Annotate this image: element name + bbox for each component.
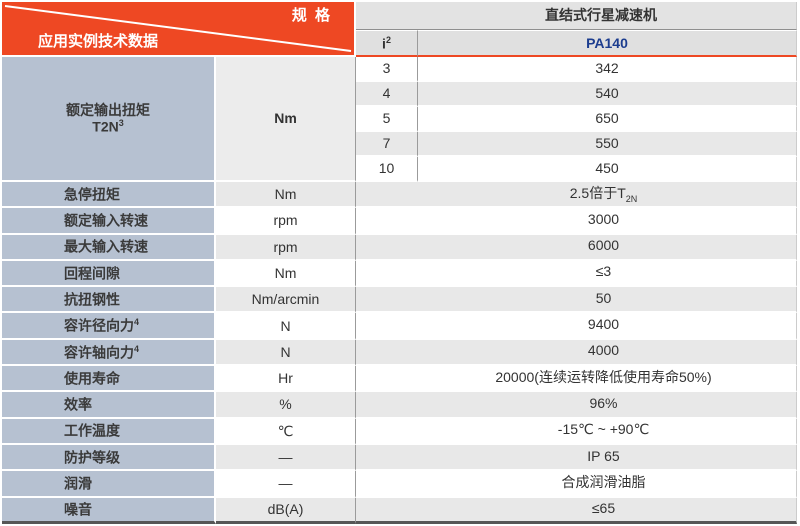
spec-unit-cell: — <box>216 471 356 498</box>
spec-label-cell: 回程间隙 <box>2 260 216 288</box>
ratio-cell: 7 <box>356 132 418 157</box>
spec-unit-cell: % <box>216 392 356 419</box>
corner-spec-label: 规 格 <box>291 7 332 24</box>
spec-value-cell: ≤65 <box>356 497 797 524</box>
spec-label-cell: 润滑 <box>2 471 216 498</box>
spec-unit-cell: Hr <box>216 366 356 393</box>
spec-value-cell: 50 <box>356 287 797 314</box>
spec-label-cell: 效率 <box>2 392 216 419</box>
model-header: PA140 <box>418 30 797 57</box>
torque-value-cell: 450 <box>418 157 797 182</box>
torque-unit-cell: Nm <box>216 57 356 182</box>
spec-value-cell: ≤3 <box>356 260 797 288</box>
torque-value-cell: 550 <box>418 132 797 157</box>
spec-label-cell: 噪音 <box>2 497 216 524</box>
spec-value-cell: IP 65 <box>356 444 797 472</box>
diagonal-divider <box>4 5 352 52</box>
spec-value-cell: 3000 <box>356 208 797 235</box>
spec-label-cell: 最大输入转速 <box>2 234 216 261</box>
ratio-column-header: i2 <box>356 30 418 57</box>
spec-value-cell: 96% <box>356 392 797 419</box>
torque-label-cell: 额定输出扭矩 T2N3 <box>2 57 216 182</box>
spec-unit-cell: dB(A) <box>216 497 356 524</box>
spec-unit-cell: rpm <box>216 234 356 261</box>
corner-cell: 规 格 应用实例技术数据 <box>2 2 356 57</box>
spec-value-cell: 2.5倍于T2N <box>356 182 797 209</box>
spec-value-cell: 合成润滑油脂 <box>356 471 797 498</box>
spec-label-cell: 防护等级 <box>2 444 216 472</box>
spec-value-cell: 4000 <box>356 339 797 367</box>
spec-unit-cell: — <box>216 444 356 472</box>
spec-label-cell: 抗扭钢性 <box>2 287 216 314</box>
spec-unit-cell: rpm <box>216 208 356 235</box>
corner-title: 应用实例技术数据 <box>38 32 159 50</box>
torque-value-cell: 342 <box>418 57 797 82</box>
spec-unit-cell: N <box>216 313 356 340</box>
spec-label-cell: 工作温度 <box>2 418 216 445</box>
spec-label-cell: 急停扭矩 <box>2 182 216 209</box>
spec-label-cell: 容许轴向力4 <box>2 339 216 367</box>
torque-label-line1: 额定输出扭矩 <box>66 102 150 119</box>
spec-value-cell: 6000 <box>356 234 797 261</box>
spec-label-cell: 使用寿命 <box>2 366 216 393</box>
spec-unit-cell: Nm <box>216 260 356 288</box>
torque-label-line2: T2N3 <box>92 118 124 135</box>
ratio-cell: 4 <box>356 82 418 107</box>
torque-value-cell: 650 <box>418 107 797 132</box>
spec-label-cell: 容许径向力4 <box>2 313 216 340</box>
spec-unit-cell: Nm <box>216 182 356 209</box>
torque-value-cell: 540 <box>418 82 797 107</box>
ratio-cell: 5 <box>356 107 418 132</box>
product-header: 直结式行星减速机 <box>356 2 797 30</box>
spec-value-cell: 9400 <box>356 313 797 340</box>
spec-value-cell: -15℃ ~ +90℃ <box>356 418 797 445</box>
ratio-cell: 10 <box>356 157 418 182</box>
ratio-cell: 3 <box>356 57 418 82</box>
spec-unit-cell: ℃ <box>216 418 356 445</box>
spec-value-cell: 20000(连续运转降低使用寿命50%) <box>356 366 797 393</box>
spec-label-cell: 额定输入转速 <box>2 208 216 235</box>
spec-unit-cell: N <box>216 339 356 367</box>
spec-unit-cell: Nm/arcmin <box>216 287 356 314</box>
